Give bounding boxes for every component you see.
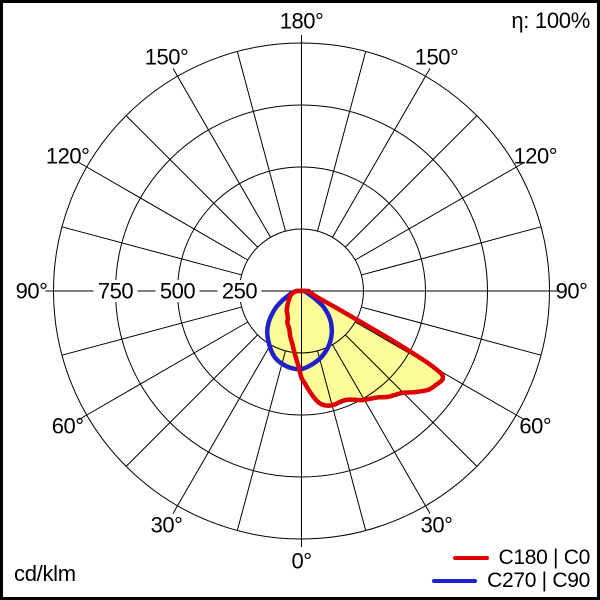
radial-line-75 (361, 306, 542, 356)
radial-line-135 (344, 115, 478, 248)
angle-label-150-left: 150° (145, 45, 189, 70)
radial-line-30 (332, 344, 431, 514)
scale-label-500: 500 (160, 279, 195, 304)
radial-line-345 (236, 350, 286, 531)
radial-line-210 (172, 68, 271, 238)
radial-line-240 (78, 162, 249, 261)
radial-line-120 (354, 162, 525, 261)
angle-label-180-right: 180° (280, 9, 324, 34)
legend-label-c270-c90: C270 | C90 (487, 569, 590, 592)
radial-line-255 (61, 226, 242, 276)
angle-label-120-right: 120° (514, 144, 558, 169)
series-fill-c270-c90 (267, 291, 332, 370)
angle-label-150-right: 150° (415, 45, 459, 70)
scale-label-750: 750 (98, 279, 133, 304)
angle-label-30-left: 30° (151, 512, 183, 537)
radial-line-15 (317, 350, 367, 531)
radial-line-195 (236, 51, 286, 232)
efficiency-label: η: 100% (511, 8, 590, 33)
angle-label-60-right: 60° (519, 414, 551, 439)
unit-label: cd/klm (14, 561, 76, 586)
legend-item-c270-c90: C270 | C90 (432, 569, 590, 592)
angle-label-90-right: 90° (556, 279, 588, 304)
scale-label-bg-500 (155, 280, 200, 302)
series-curve-c180-c0 (284, 288, 446, 409)
radial-line-285 (61, 306, 242, 356)
legend-item-c180-c0: C180 | C0 (452, 546, 591, 569)
radial-line-165 (317, 51, 367, 232)
angle-label-120-left: 120° (46, 144, 90, 169)
angle-label-0-right: 0° (291, 549, 311, 574)
angle-label-30-right: 30° (421, 512, 453, 537)
legend-label-c180-c0: C180 | C0 (498, 546, 591, 569)
radial-line-105 (361, 226, 542, 276)
radial-line-225 (125, 115, 259, 248)
radial-line-300 (78, 321, 249, 420)
radial-line-330 (172, 344, 271, 514)
scale-label-bg-250 (217, 280, 262, 302)
legend-line-red-icon (452, 556, 489, 560)
scale-label-250: 250 (222, 279, 257, 304)
angle-label-60-left: 60° (52, 414, 84, 439)
legend: C180 | C0 C270 | C90 (432, 546, 591, 592)
angle-label-90-left: 90° (16, 279, 48, 304)
radial-line-45 (344, 334, 478, 467)
radial-line-315 (125, 334, 259, 467)
radial-line-150 (332, 68, 431, 238)
scale-label-bg-750 (93, 280, 138, 302)
legend-line-blue-icon (432, 579, 478, 583)
series-curve-c270-c90 (264, 288, 335, 372)
